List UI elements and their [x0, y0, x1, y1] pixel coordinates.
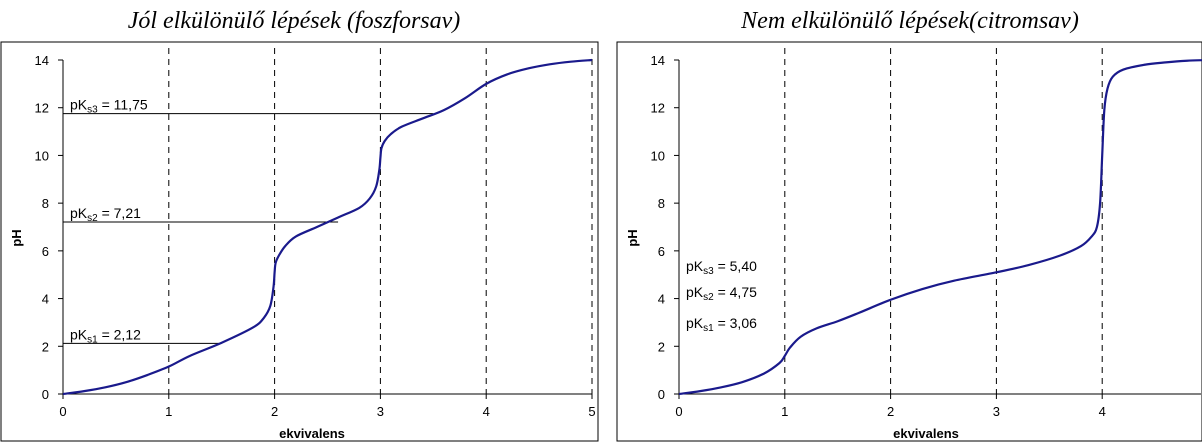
y-tick-label: 0 — [42, 387, 49, 402]
y-tick-label: 2 — [658, 339, 665, 354]
x-tick-label: 0 — [675, 404, 682, 419]
y-tick-label: 8 — [42, 196, 49, 211]
y-tick-label: 6 — [658, 244, 665, 259]
x-axis-title: ekvivalens — [279, 426, 345, 441]
x-tick-label: 2 — [271, 404, 278, 419]
chart-phosphoric-acid: Jól elkülönülő lépések (foszforsav) pH e… — [0, 8, 599, 442]
y-tick-label: 14 — [35, 53, 49, 68]
titration-curve — [62, 58, 593, 396]
y-tick-label: 6 — [42, 244, 49, 259]
pk-annotation: pKs3 = 11,75 — [70, 97, 148, 116]
x-tick-label: 5 — [588, 404, 595, 419]
chart-frame — [0, 41, 599, 442]
y-axis-title: pH — [9, 229, 24, 246]
y-tick-label: 12 — [35, 101, 49, 116]
chart-title: Nem elkülönülő lépések(citromsav) — [740, 8, 1079, 34]
pk-annotation: pKs1 = 3,06 — [686, 315, 757, 334]
x-tick-label: 4 — [1099, 404, 1106, 419]
chart-title: Jól elkülönülő lépések (foszforsav) — [128, 8, 461, 34]
y-tick-label: 10 — [35, 148, 49, 163]
x-tick-label: 4 — [483, 404, 490, 419]
pk-annotation: pKs3 = 5,40 — [686, 258, 757, 277]
chart-citric-acid: Nem elkülönülő lépések(citromsav) pH ekv… — [616, 8, 1202, 442]
y-tick-label: 4 — [42, 292, 49, 307]
pk-annotation: pKs2 = 7,21 — [70, 205, 141, 224]
pk-annotation: pKs2 = 4,75 — [686, 284, 757, 303]
x-tick-label: 1 — [781, 404, 788, 419]
x-tick-label: 2 — [887, 404, 894, 419]
x-tick-label: 3 — [377, 404, 384, 419]
y-tick-label: 8 — [658, 196, 665, 211]
pk-annotation: pKs1 = 2,12 — [70, 326, 141, 345]
y-tick-label: 12 — [651, 101, 665, 116]
y-tick-label: 2 — [42, 339, 49, 354]
y-tick-label: 14 — [651, 53, 665, 68]
y-tick-label: 0 — [658, 387, 665, 402]
chart-frame — [616, 41, 1202, 442]
y-tick-label: 4 — [658, 292, 665, 307]
x-tick-label: 0 — [59, 404, 66, 419]
x-tick-label: 1 — [165, 404, 172, 419]
x-axis-title: ekvivalens — [893, 426, 959, 441]
x-tick-label: 3 — [993, 404, 1000, 419]
y-axis-title: pH — [625, 229, 640, 246]
titration-curve — [678, 59, 1202, 396]
y-tick-label: 10 — [651, 148, 665, 163]
